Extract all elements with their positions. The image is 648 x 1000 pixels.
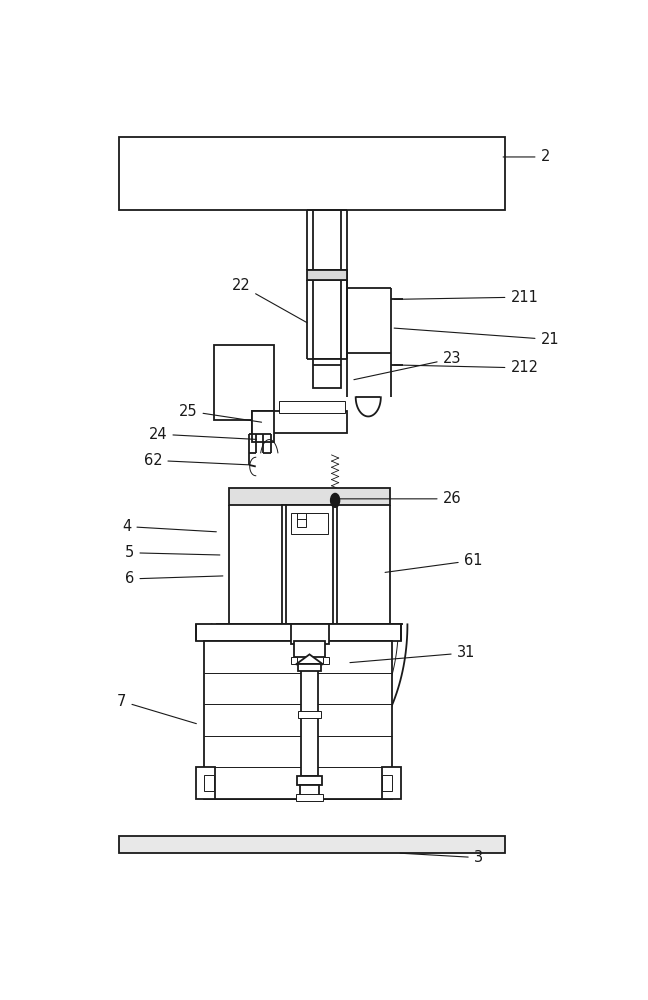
Bar [119, 137, 505, 210]
Bar [204, 641, 393, 799]
Bar [300, 785, 319, 799]
Text: 23: 23 [354, 351, 461, 380]
Bar [229, 488, 390, 505]
Text: 24: 24 [149, 427, 257, 442]
Bar [214, 345, 274, 420]
Text: 62: 62 [144, 453, 249, 468]
Bar [300, 513, 304, 517]
Bar [298, 711, 321, 718]
Bar [298, 664, 321, 671]
Bar [297, 776, 322, 785]
Bar [251, 411, 347, 433]
Text: 212: 212 [394, 360, 538, 375]
Bar [382, 774, 392, 791]
Text: 5: 5 [125, 545, 220, 560]
Bar [291, 657, 297, 664]
Bar [291, 513, 328, 534]
Bar [313, 359, 341, 388]
Bar [279, 401, 345, 413]
Text: 7: 7 [117, 694, 196, 724]
Text: 21: 21 [394, 328, 559, 347]
Text: 26: 26 [338, 491, 461, 506]
Text: 2: 2 [503, 149, 550, 164]
Bar [296, 794, 323, 801]
Bar [301, 664, 318, 776]
Text: 211: 211 [394, 290, 538, 305]
Bar [282, 505, 337, 624]
Bar [196, 767, 214, 799]
Polygon shape [296, 654, 323, 664]
Bar [323, 657, 329, 664]
Bar [119, 836, 505, 853]
Bar [196, 624, 401, 641]
Text: 4: 4 [122, 519, 216, 534]
Text: 22: 22 [232, 278, 307, 323]
Text: 31: 31 [350, 645, 475, 663]
Text: 3: 3 [400, 850, 483, 865]
Circle shape [330, 493, 340, 507]
Bar [297, 513, 306, 527]
Text: 61: 61 [385, 553, 482, 572]
Text: 25: 25 [179, 404, 262, 422]
Bar [204, 774, 214, 791]
Text: 6: 6 [125, 571, 223, 586]
Bar [294, 641, 325, 657]
Bar [251, 411, 274, 442]
Bar [382, 767, 401, 799]
Bar [291, 624, 329, 644]
Bar [307, 270, 347, 280]
